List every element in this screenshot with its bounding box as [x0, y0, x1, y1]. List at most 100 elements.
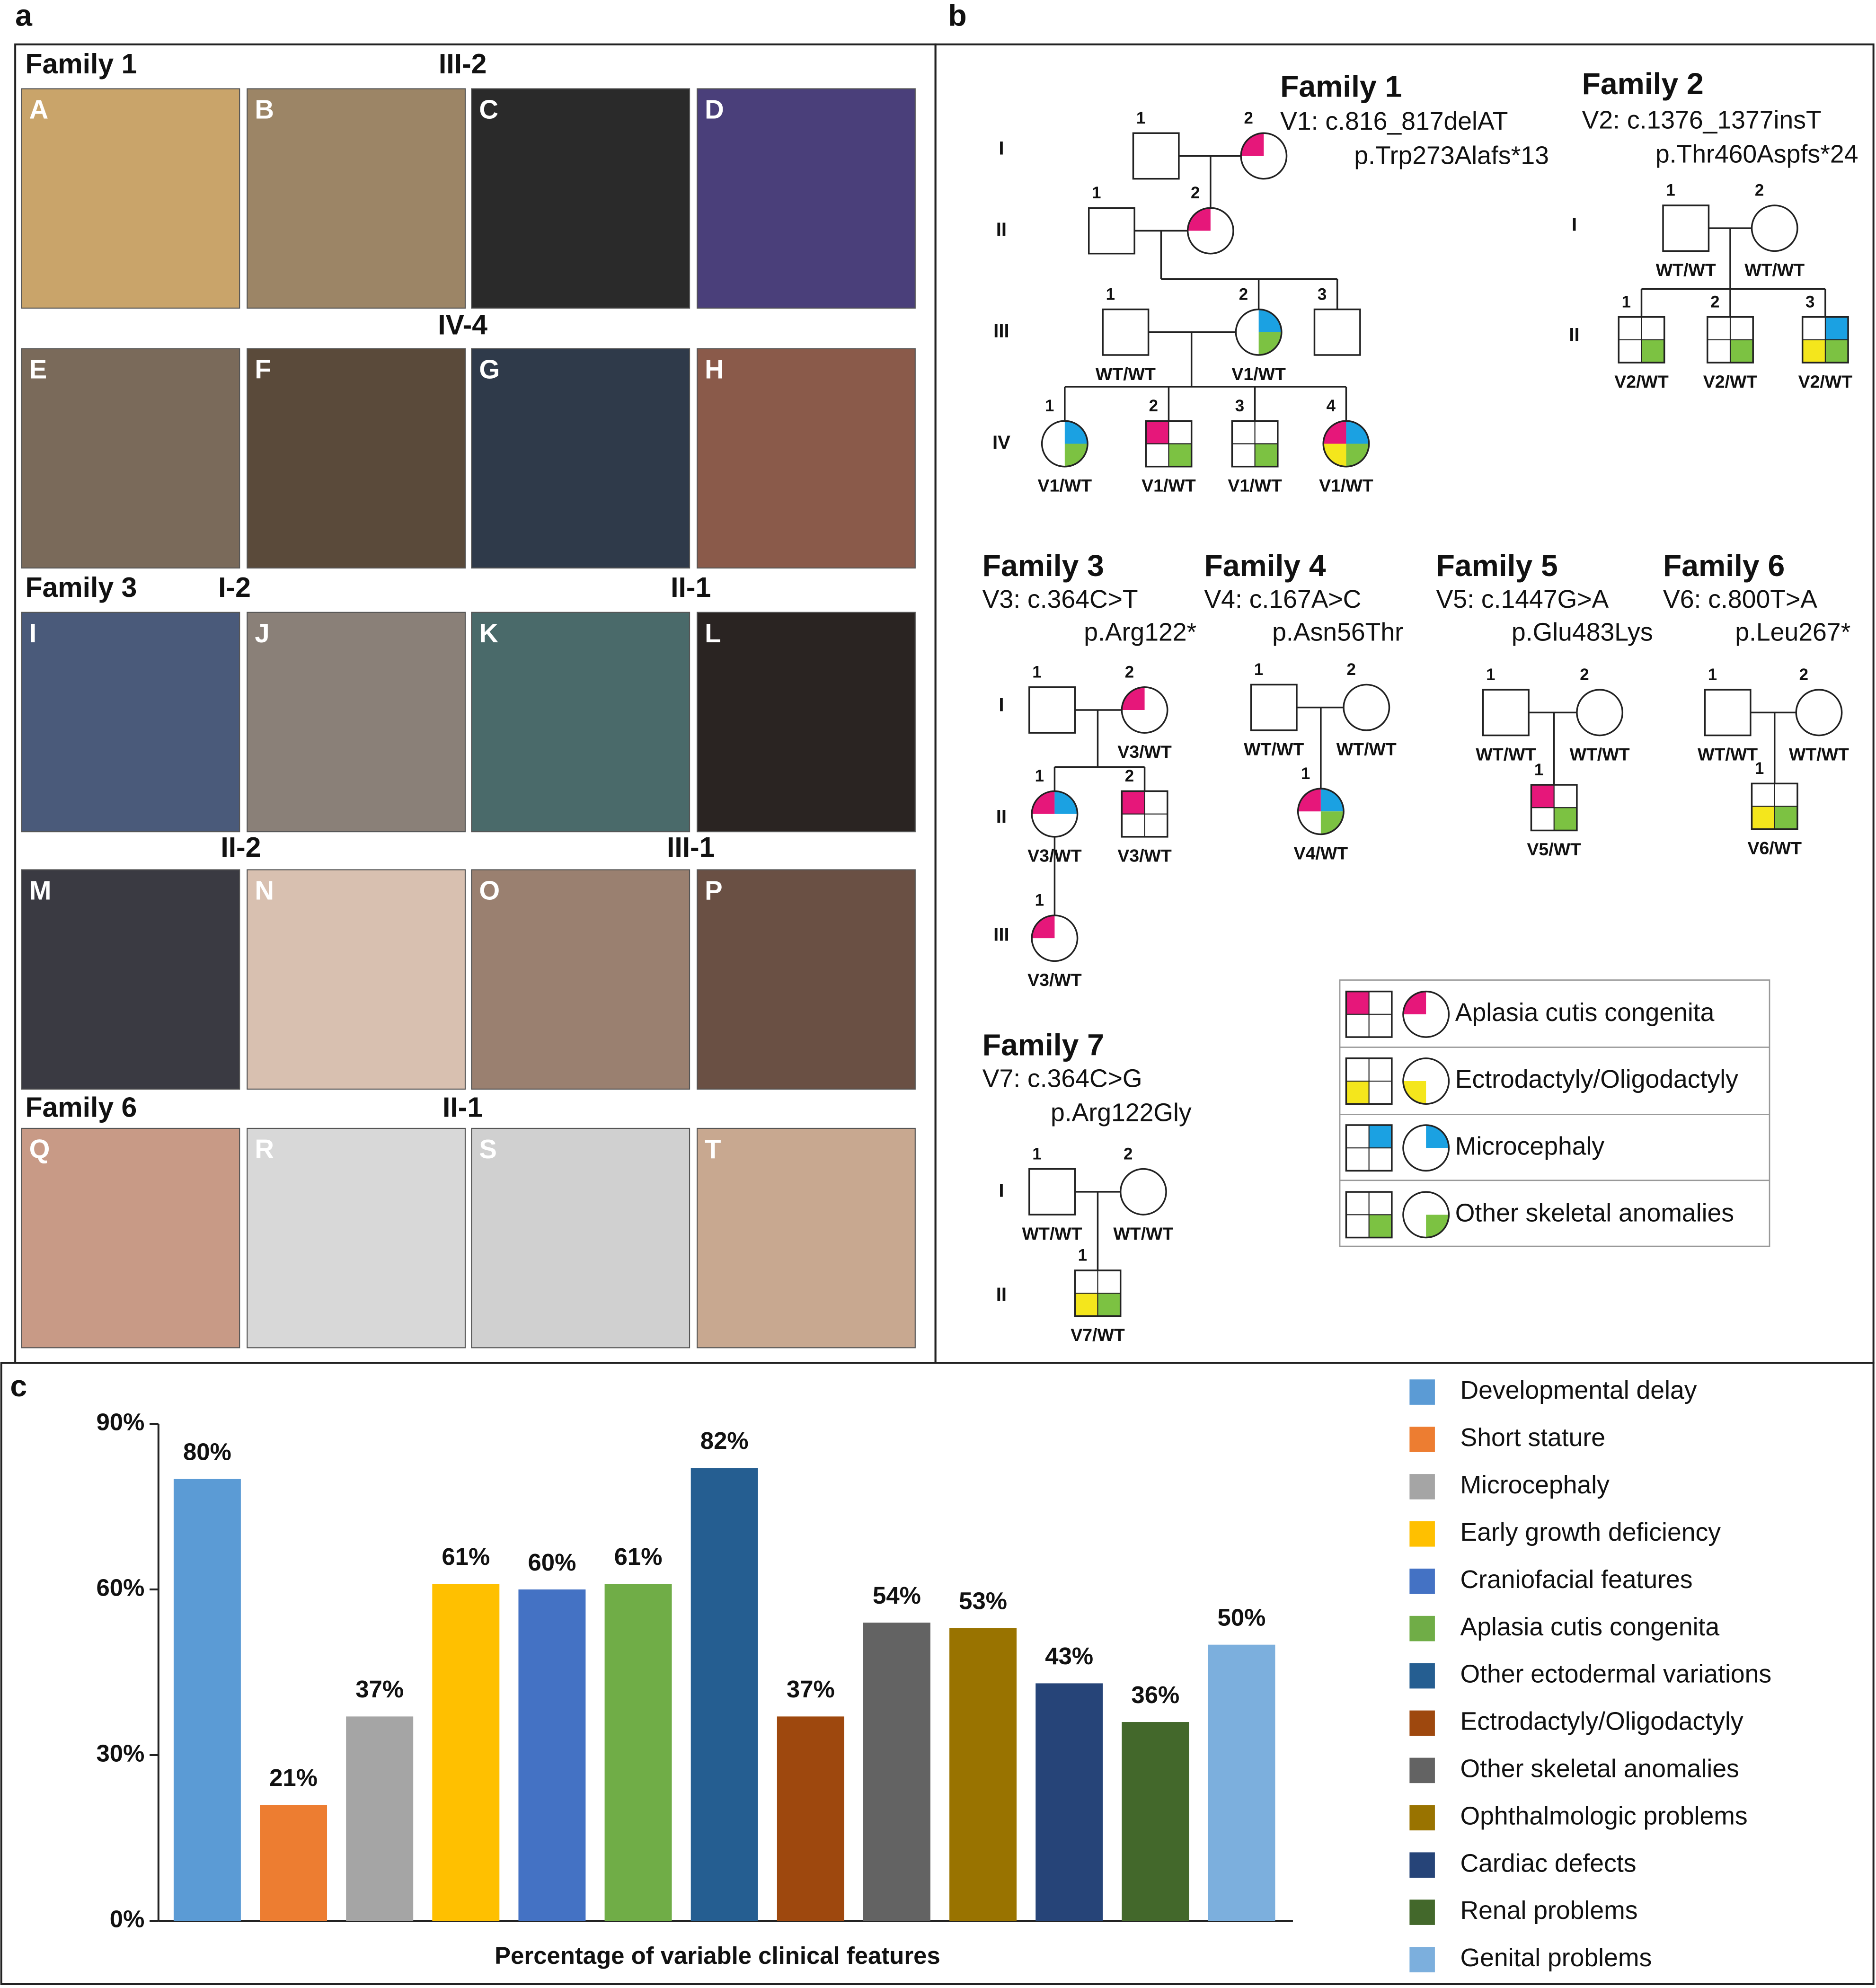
photo	[697, 88, 916, 309]
photo-heading: Family 6	[26, 1092, 137, 1123]
symbol-part	[1576, 689, 1624, 737]
protein-change: p.Arg122Gly	[1051, 1099, 1192, 1127]
genotype: WT/WT	[1096, 364, 1156, 384]
pedigree-symbol	[1297, 788, 1345, 835]
protein-change: p.Trp273Alafs*13	[1354, 142, 1549, 169]
pedigree-symbol	[1576, 689, 1624, 737]
symbol-part	[1241, 133, 1264, 156]
value-label: 50%	[1218, 1604, 1266, 1631]
pedigree-symbol	[1028, 686, 1076, 734]
symbol-part	[1251, 684, 1297, 730]
legend-swatch	[1409, 1568, 1435, 1594]
genotype: V3/WT	[1027, 970, 1082, 990]
family-title: Family 7	[982, 1028, 1104, 1062]
photo-label: G	[479, 355, 500, 384]
individual-number: 1	[1755, 759, 1764, 778]
symbol-part	[1297, 788, 1345, 835]
symbol-part	[1662, 204, 1710, 252]
pedigree-symbol	[1231, 420, 1279, 468]
bar	[1208, 1644, 1275, 1921]
pedigree-symbol	[1041, 420, 1088, 468]
symbol-part	[1075, 1293, 1098, 1316]
pedigree-symbol	[1031, 914, 1079, 962]
bar	[949, 1628, 1017, 1921]
bar	[173, 1479, 241, 1921]
pedigree-symbol	[1313, 308, 1361, 356]
symbol-part	[1796, 690, 1842, 736]
individual-number: 1	[1078, 1246, 1087, 1265]
panel-label: b	[948, 0, 966, 32]
photo-label: O	[479, 876, 500, 905]
photo	[21, 612, 240, 833]
symbol-part	[1122, 791, 1145, 814]
photo	[471, 1127, 690, 1349]
photo	[471, 612, 690, 833]
generation-label: II	[996, 1284, 1007, 1305]
panel-c-frame	[0, 1362, 1875, 1985]
symbol-part	[1187, 208, 1211, 231]
photo	[697, 348, 916, 569]
symbol-part	[1369, 1215, 1392, 1238]
symbol-part	[1119, 1168, 1167, 1216]
symbol-part	[1730, 339, 1753, 363]
photo-label: Q	[29, 1134, 50, 1164]
bar	[260, 1805, 327, 1921]
photo-label: P	[705, 876, 723, 905]
individual-number: 1	[1534, 761, 1543, 779]
legend-label: Other ectodermal variations	[1460, 1660, 1771, 1688]
protein-change: p.Arg122*	[1084, 618, 1196, 646]
genotype: V1/WT	[1038, 475, 1092, 495]
symbol-part	[1705, 690, 1751, 736]
protein-change: p.Thr460Aspfs*24	[1655, 141, 1858, 169]
legend-label: Microcephaly	[1455, 1132, 1605, 1160]
value-label: 37%	[787, 1676, 835, 1703]
individual-number: 2	[1124, 1145, 1133, 1163]
pedigree-symbol	[1250, 683, 1298, 731]
family-title: Family 5	[1436, 549, 1558, 583]
generation-label: I	[999, 1180, 1004, 1201]
symbol-part	[1168, 444, 1192, 467]
legend-label: Ectrodactyly/Oligodactyly	[1460, 1708, 1743, 1736]
legend-label: Genital problems	[1460, 1944, 1652, 1972]
y-tick-label: 30%	[97, 1740, 145, 1766]
pedigree-symbol	[1119, 1168, 1167, 1216]
photo	[471, 348, 690, 569]
pedigree-symbol	[1132, 132, 1180, 180]
individual-number: 2	[1580, 666, 1589, 684]
genotype: WT/WT	[1570, 744, 1630, 764]
variant: V3: c.364C>T	[982, 586, 1138, 613]
symbol-part	[1313, 308, 1361, 356]
value-label: 60%	[528, 1549, 576, 1576]
photo-label: E	[29, 355, 47, 384]
bar	[777, 1716, 844, 1921]
photo	[21, 869, 240, 1090]
photo	[21, 348, 240, 569]
generation-label: III	[993, 923, 1009, 945]
pedigree-symbol	[1186, 207, 1234, 255]
symbol-part	[1064, 444, 1088, 467]
symbol-part	[1133, 133, 1179, 179]
symbol-part	[1032, 915, 1055, 939]
individual-number: 1	[1254, 660, 1263, 679]
pedigree-symbol	[1121, 686, 1168, 734]
symbol-part	[1402, 1191, 1450, 1239]
symbol-part	[1426, 1125, 1449, 1148]
value-label: 82%	[700, 1427, 749, 1454]
symbol-part	[1102, 308, 1150, 356]
variant: V7: c.364C>G	[982, 1065, 1142, 1092]
genotype: V1/WT	[1142, 475, 1196, 495]
photo-label: T	[705, 1134, 721, 1164]
symbol-part	[1235, 308, 1283, 356]
legend-swatch	[1409, 1521, 1435, 1547]
symbol-part	[1752, 806, 1775, 829]
symbol-part	[1028, 1168, 1076, 1216]
individual-number: 1	[1032, 1145, 1041, 1163]
generation-label: II	[1569, 324, 1579, 345]
photo	[697, 612, 916, 833]
value-label: 61%	[442, 1543, 490, 1570]
legend-swatch	[1409, 1710, 1435, 1736]
genotype: WT/WT	[1656, 260, 1716, 280]
individual-number: 2	[1346, 660, 1355, 679]
photo	[697, 869, 916, 1090]
symbol-part	[1346, 1081, 1369, 1104]
